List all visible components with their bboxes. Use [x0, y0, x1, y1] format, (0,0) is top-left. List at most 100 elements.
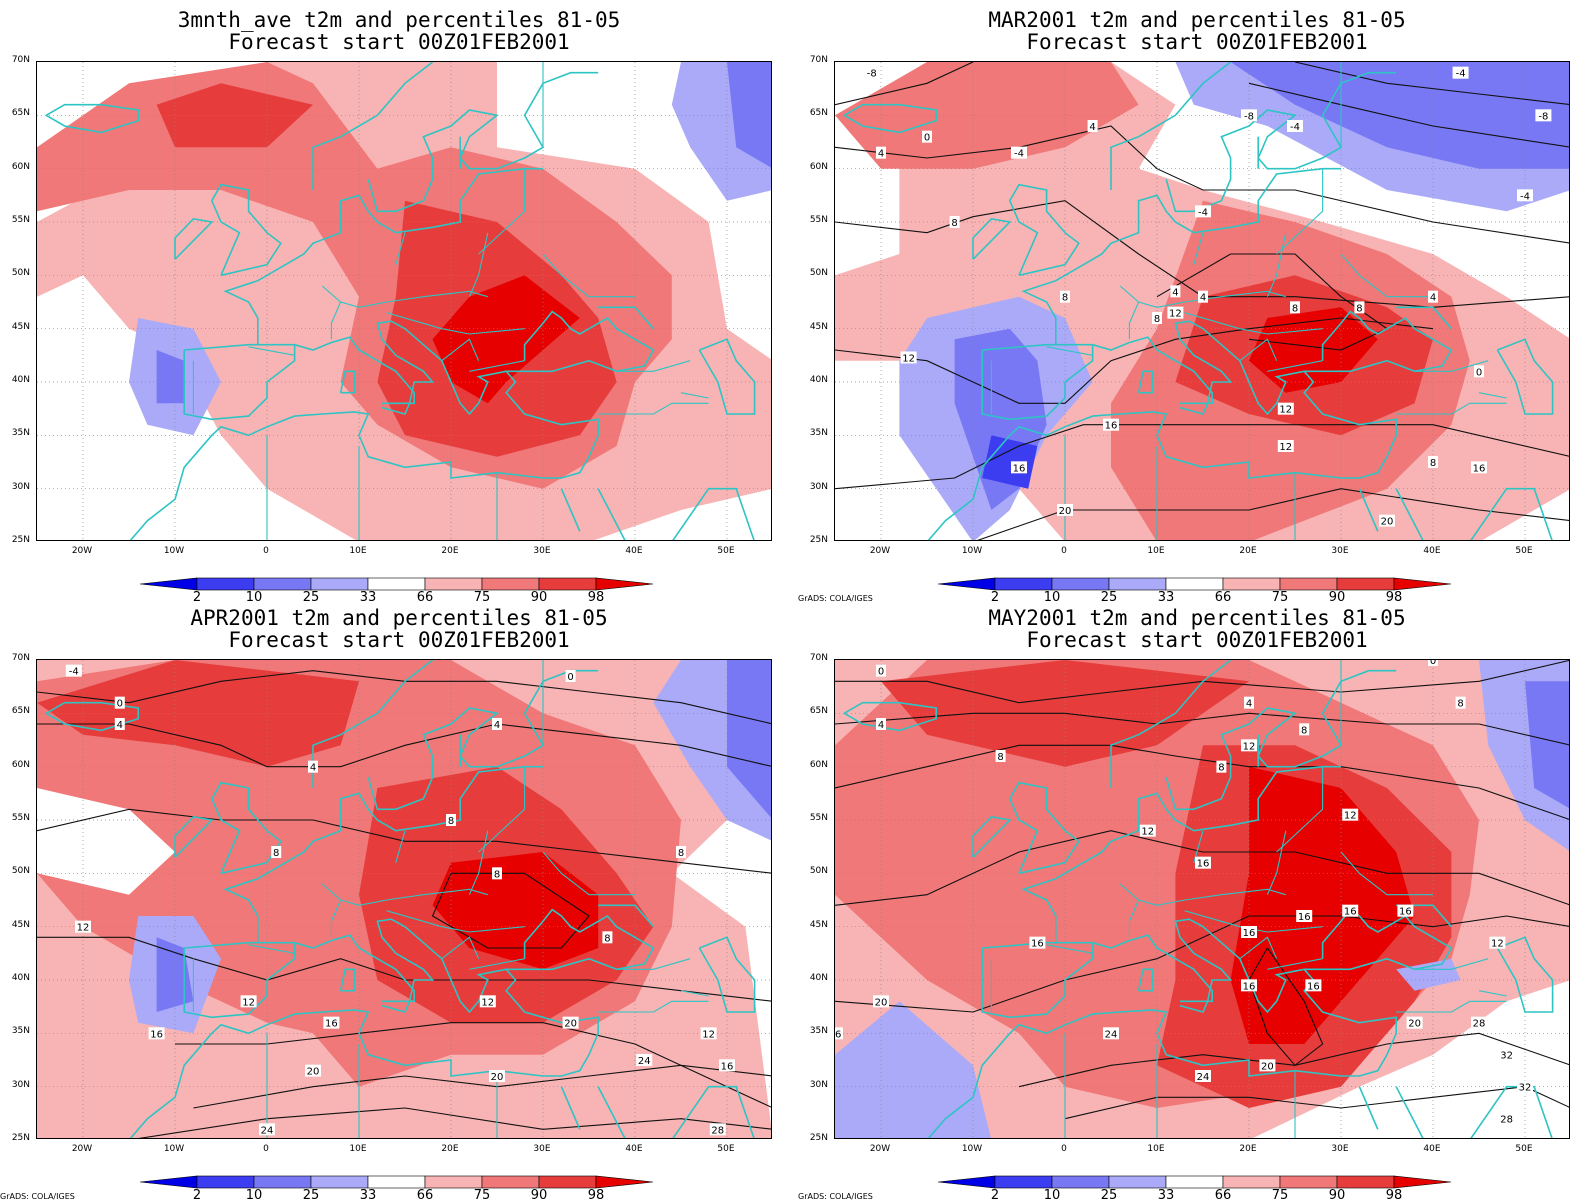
- lon-tick-label: 10E: [349, 1144, 367, 1154]
- lat-tick-label: 25N: [11, 535, 30, 545]
- coastline: [183, 343, 296, 421]
- lat-tick-label: 25N: [809, 535, 828, 545]
- coastline: [294, 918, 534, 1014]
- shading-layer: [835, 660, 1569, 1138]
- map-svg: 0 4 4 8 8 8 8 12 12 12 16 16 16 16 16 16 16 12 16 20 24 20 24 2…: [835, 660, 1569, 1138]
- contour-label-bg: [1517, 189, 1533, 202]
- colorbar-segment: [481, 577, 540, 591]
- contour-label: 16: [1197, 859, 1210, 870]
- contour-label: 28: [1473, 1019, 1486, 1030]
- lat-tick-label: 55N: [11, 813, 30, 823]
- contour-label: 16: [325, 1019, 338, 1030]
- contour-label-bg: [75, 920, 91, 933]
- contour-line: [431, 872, 590, 949]
- coastline: [1396, 306, 1453, 330]
- country-border: [1128, 301, 1140, 340]
- map-svg: [37, 62, 771, 540]
- contour-label: 20: [564, 1019, 577, 1030]
- panel-title: APR2001 t2m and percentiles 81-05: [190, 606, 608, 630]
- contour-label-bg: [492, 867, 502, 880]
- contour-label: -4: [1520, 191, 1530, 202]
- coastline: [523, 908, 655, 971]
- colorbar-segment: [367, 1175, 426, 1189]
- coastline: [312, 660, 434, 788]
- coastline: [1179, 1000, 1209, 1013]
- lon-tick-label: 10E: [1147, 546, 1165, 556]
- contour-label-bg: [995, 750, 1006, 762]
- percentile-shade: [835, 1001, 991, 1138]
- panel-title: MAR2001 t2m and percentiles 81-05: [988, 8, 1406, 32]
- colorbar-label: 33: [1157, 590, 1175, 605]
- contour-line: [138, 1107, 771, 1138]
- contour-label-bg: [1103, 1027, 1119, 1040]
- shading-layer: [37, 62, 771, 540]
- country-border: [469, 958, 525, 970]
- coastline: [1395, 1086, 1424, 1138]
- country-border: [542, 851, 635, 896]
- contour-label-bg: [148, 1027, 165, 1040]
- contour-label: 12: [1243, 741, 1256, 752]
- contour-label-bg: [1277, 440, 1294, 452]
- contour-label-bg: [1198, 290, 1208, 303]
- contour-label-bg: [271, 846, 282, 858]
- country-border: [478, 168, 526, 255]
- colorbar-segment: [538, 1175, 597, 1189]
- country-border: [1046, 944, 1093, 954]
- coastline: [1092, 320, 1332, 416]
- contour-label: 16: [1298, 912, 1311, 923]
- country-border: [395, 830, 406, 863]
- coastline: [598, 904, 655, 928]
- coastline: [129, 968, 600, 1138]
- contour-label-bg: [949, 216, 960, 228]
- country-border: [598, 402, 709, 415]
- country-border: [1267, 360, 1323, 372]
- coastline: [972, 217, 1012, 260]
- colorbar-arrow-left: [140, 577, 198, 591]
- contour-label: 32: [1519, 1083, 1532, 1094]
- contour-label: 20: [875, 997, 888, 1008]
- country-border: [386, 910, 525, 933]
- lon-tick-label: 30E: [1331, 1144, 1349, 1154]
- country-border: [1276, 168, 1324, 255]
- contour-label: 20: [1261, 1061, 1274, 1072]
- contour-label-bg: [1011, 461, 1027, 474]
- contour-label: 28: [711, 1125, 724, 1136]
- country-border: [1184, 312, 1323, 335]
- lat-tick-label: 65N: [809, 108, 828, 119]
- contour-label: 8: [1457, 699, 1463, 710]
- lon-tick-label: 30E: [1331, 546, 1349, 556]
- contour-label: 12: [77, 923, 90, 934]
- lon-tick-label: 20E: [441, 546, 459, 556]
- lon-tick-label: 20W: [71, 546, 93, 556]
- contour-label: -8: [867, 69, 877, 80]
- lon-tick-label: 0: [1061, 1144, 1067, 1154]
- lat-tick-label: 55N: [809, 215, 828, 225]
- country-border: [680, 392, 709, 399]
- contour-line: [835, 317, 1434, 404]
- coastline: [339, 968, 356, 992]
- contour-label: -8: [1538, 111, 1548, 122]
- percentile-shade: [37, 788, 175, 895]
- coastline: [672, 1085, 755, 1138]
- colorbar-segment: [1279, 1175, 1338, 1189]
- coastline: [1165, 669, 1397, 811]
- coastline: [1110, 62, 1232, 190]
- contour-label: -4: [1456, 69, 1466, 80]
- panel-2: MAR2001 t2m and percentiles 81-05 Foreca…: [798, 0, 1596, 605]
- country-border: [1266, 830, 1287, 895]
- contour-label: 12: [1279, 405, 1292, 416]
- colorbar-label: 2: [990, 590, 1000, 605]
- contour-label: 24: [1197, 1072, 1210, 1083]
- lon-tick-label: 50E: [717, 1144, 735, 1154]
- contour-label: 4: [310, 763, 316, 774]
- coastline: [1321, 908, 1453, 971]
- coastline: [312, 62, 434, 190]
- contour-label-bg: [1087, 120, 1098, 132]
- colorbar-label: 25: [1100, 590, 1118, 605]
- contour-label-bg: [1195, 1070, 1211, 1082]
- lon-tick-label: 50E: [1515, 1144, 1533, 1154]
- contour-line: [835, 200, 1569, 308]
- contour-label-bg: [1428, 660, 1438, 666]
- lon-tick-label: 10W: [961, 1144, 983, 1154]
- lon-tick-label: 20W: [71, 1144, 93, 1154]
